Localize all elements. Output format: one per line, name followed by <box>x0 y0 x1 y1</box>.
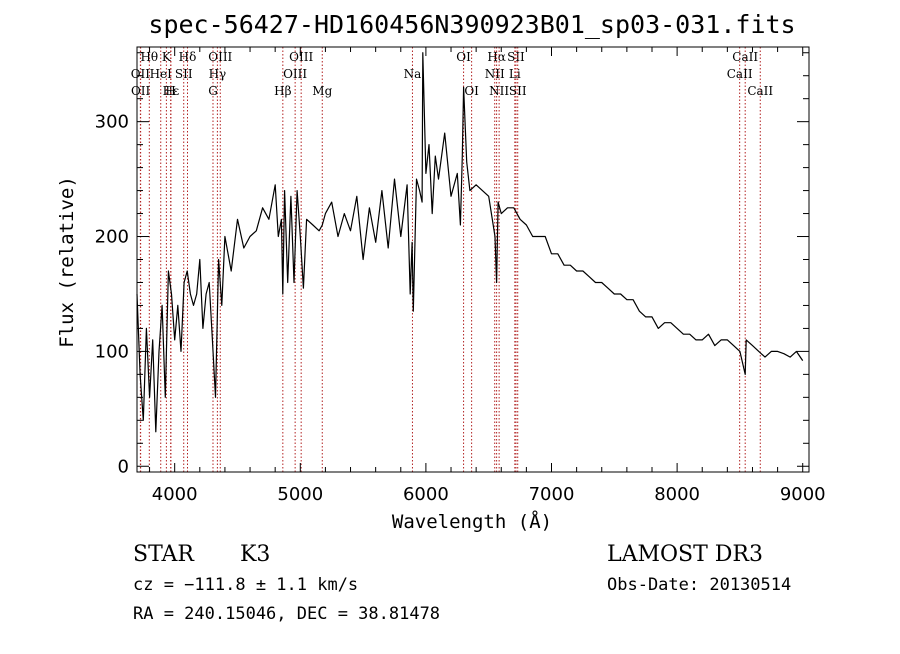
marker-label: OII <box>131 84 151 98</box>
marker-label: Hβ <box>274 84 291 98</box>
marker-label: OIII <box>283 67 307 81</box>
marker-label: OII <box>131 67 151 81</box>
plot-frame <box>136 46 810 473</box>
x-tick-label: 7000 <box>529 484 575 505</box>
spectrum-series <box>136 52 804 433</box>
redshift-readout: cz = −111.8 ± 1.1 km/s <box>133 575 358 595</box>
y-tick-label: 300 <box>95 112 129 133</box>
marker-label: CaII <box>747 84 773 98</box>
marker-label: Li <box>509 67 521 81</box>
y-tick-label: 0 <box>118 456 129 477</box>
obs-date: Obs-Date: 20130514 <box>607 575 791 595</box>
marker-label: HeI <box>150 67 173 81</box>
spectral-subclass: K3 <box>240 542 270 567</box>
marker-label: OIII <box>208 50 232 64</box>
x-tick-label: 6000 <box>403 484 449 505</box>
marker-label: SII <box>175 67 193 81</box>
x-tick-label: 5000 <box>277 484 323 505</box>
y-axis-label: Flux (relative) <box>56 176 78 348</box>
y-tick-label: 100 <box>95 341 129 362</box>
x-tick-label: 9000 <box>780 484 826 505</box>
coordinates: RA = 240.15046, DEC = 38.81478 <box>133 604 440 624</box>
x-tick-label: 8000 <box>654 484 700 505</box>
marker-label: Hγ <box>209 67 227 81</box>
y-tick-label: 200 <box>95 227 129 248</box>
marker-label: G <box>208 84 218 98</box>
marker-label: Mg <box>312 84 332 98</box>
x-axis-label: Wavelength (Å) <box>392 510 552 533</box>
spectrum-line <box>136 52 804 433</box>
marker-label: Hδ <box>179 50 197 64</box>
chart-title: spec-56427-HD160456N390923B01_sp03-031.f… <box>148 10 795 39</box>
marker-label: Hε <box>163 84 180 98</box>
marker-label: OI <box>464 84 479 98</box>
marker-label: NII <box>485 67 505 81</box>
marker-label: NII <box>489 84 509 98</box>
marker-label: H <box>165 84 175 98</box>
marker-label: CaII <box>727 67 753 81</box>
marker-label: Na <box>404 67 422 81</box>
x-tick-label: 4000 <box>152 484 198 505</box>
marker-label: OIII <box>289 50 313 64</box>
marker-label: SII <box>507 50 525 64</box>
marker-label: Hα <box>487 50 506 64</box>
marker-label: CaII <box>732 50 758 64</box>
survey-name: LAMOST DR3 <box>607 542 763 567</box>
marker-label: OI <box>456 50 471 64</box>
marker-label: Hθ <box>140 50 158 64</box>
marker-label: SII <box>509 84 527 98</box>
object-type: STAR <box>133 542 195 567</box>
x-axis: 4000 5000 6000 7000 8000 9000 <box>149 47 826 505</box>
marker-label: K <box>162 50 172 64</box>
y-axis: 0 100 200 300 <box>95 52 809 477</box>
